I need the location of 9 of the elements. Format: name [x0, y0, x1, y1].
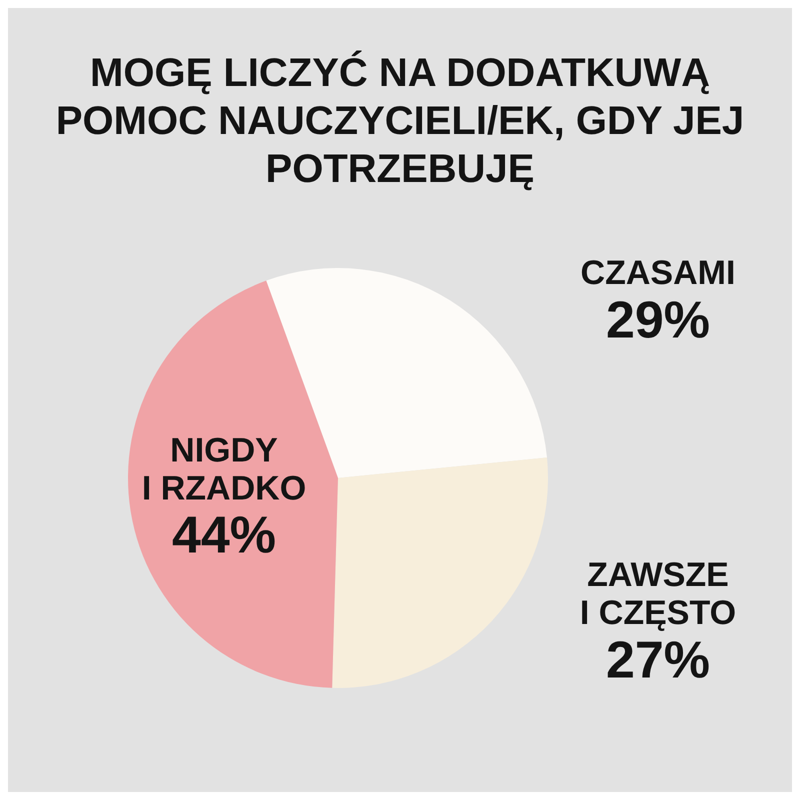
pie-slice	[332, 458, 548, 688]
slice-label: ZAWSZE I CZĘSTO	[580, 556, 736, 632]
data-label: 29%	[606, 292, 710, 350]
slice-label: NIGDY I RZADKO	[142, 431, 306, 508]
slice-label: CZASAMI	[580, 254, 736, 292]
chart-title: MOGĘ LICZYĆ NA DODATKUWĄ POMOC NAUCZYCIELI/EK, GDY JEJ POTRZEBUJĘ	[56, 50, 744, 191]
data-label: 44%	[172, 506, 276, 565]
pie-slice	[128, 280, 338, 688]
data-label: 27%	[606, 631, 710, 690]
